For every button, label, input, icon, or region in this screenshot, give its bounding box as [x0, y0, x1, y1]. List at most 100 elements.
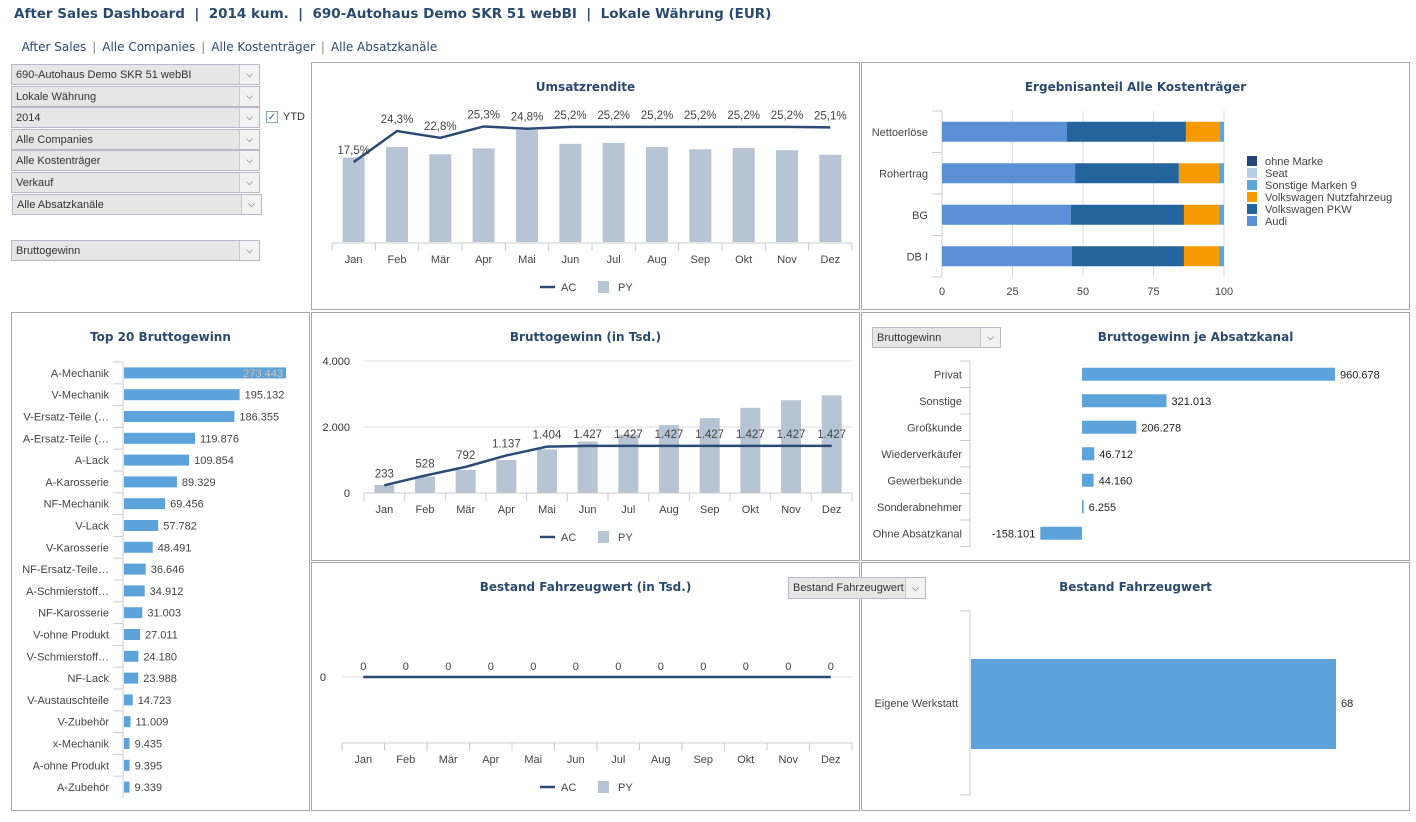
stacked-segment: [1075, 163, 1179, 184]
bar: [1040, 526, 1082, 540]
data-label: 1.427: [736, 429, 765, 441]
data-label: 1.427: [573, 429, 602, 441]
bar: [124, 520, 159, 531]
y-tick-label: V-Mechanik: [52, 390, 110, 402]
x-tick-label: Feb: [396, 754, 415, 766]
chevron-down-icon[interactable]: ⌵: [905, 578, 925, 598]
bar: [124, 476, 177, 488]
data-label: 25,3%: [467, 109, 500, 121]
py-bar: [496, 460, 517, 493]
cost-units-select[interactable]: Alle Kostenträger ⌵: [11, 150, 260, 171]
chevron-down-icon[interactable]: ⌵: [980, 328, 1000, 347]
data-label: 14.723: [138, 695, 172, 707]
x-tick-label: Apr: [482, 754, 499, 766]
area-select[interactable]: Verkauf ⌵: [11, 172, 260, 193]
channels-select[interactable]: Alle Absatzkanäle ⌵: [12, 194, 262, 215]
x-tick-label: Dez: [821, 754, 841, 766]
bestand-measure-select[interactable]: Bestand Fahrzeugwert ⌵: [788, 577, 926, 599]
chevron-down-icon[interactable]: ⌵: [239, 173, 259, 192]
stacked-segment: [1220, 121, 1224, 142]
measure-select-value: Bruttogewinn: [16, 244, 81, 257]
bar: [1082, 473, 1094, 487]
legend-swatch: [1247, 180, 1257, 190]
legend-label: ohne Marke: [1265, 156, 1323, 168]
data-label: 25,2%: [641, 110, 674, 122]
data-label: 273.443: [243, 368, 283, 380]
legend-swatch: [1247, 156, 1257, 166]
chevron-down-icon[interactable]: ⌵: [239, 65, 259, 84]
companies-select-value: Alle Companies: [16, 133, 94, 146]
x-tick-label: Okt: [742, 504, 759, 516]
channels-select-value: Alle Absatzkanäle: [17, 198, 104, 211]
x-tick-label: Aug: [651, 754, 671, 766]
data-label: 44.160: [1099, 475, 1133, 487]
data-label: 233: [375, 468, 394, 480]
y-tick-label: V-Karosserie: [46, 542, 109, 554]
x-tick-label: Mai: [538, 504, 556, 516]
bestand-chart: Eigene Werkstatt 68: [874, 610, 1353, 796]
companies-select[interactable]: Alle Companies ⌵: [11, 129, 260, 150]
data-label: 68: [1341, 698, 1353, 710]
y-tick-label: A-Schmierstoff…: [26, 586, 109, 598]
x-tick-label: Mai: [524, 754, 542, 766]
x-tick-label: Dez: [821, 254, 841, 266]
y-tick-label: Wiederverkäufer: [881, 449, 962, 461]
y-tick-label: 0: [344, 488, 350, 500]
bar: [124, 607, 143, 619]
breadcrumb-after-sales[interactable]: After Sales: [21, 40, 87, 54]
x-tick-label: Jun: [567, 754, 585, 766]
absatzkanal-measure-select[interactable]: Bruttogewinn ⌵: [872, 327, 1001, 348]
currency-select[interactable]: Lokale Währung ⌵: [11, 86, 260, 107]
data-label: 25,2%: [771, 110, 804, 122]
year-select[interactable]: 2014 ⌵: [11, 107, 260, 128]
bar: [1082, 500, 1084, 514]
legend-py-label: PY: [618, 532, 633, 544]
measure-select[interactable]: Bruttogewinn ⌵: [11, 240, 260, 261]
data-label: 25,2%: [597, 110, 630, 122]
bestand-measure-value: Bestand Fahrzeugwert: [793, 582, 904, 594]
chevron-down-icon[interactable]: ⌵: [239, 87, 259, 106]
year-select-value: 2014: [16, 111, 41, 124]
x-tick-label: Jul: [611, 754, 625, 766]
breadcrumb-companies[interactable]: Alle Companies: [102, 40, 196, 54]
y-tick-label: A-Mechanik: [51, 368, 110, 380]
x-tick-label: Jul: [621, 504, 635, 516]
data-label: 528: [415, 459, 434, 471]
y-tick-label: NF-Ersatz-Teile…: [22, 564, 109, 576]
x-tick-label: Dez: [822, 504, 842, 516]
chevron-down-icon[interactable]: ⌵: [239, 130, 259, 149]
data-label: 69.456: [170, 499, 204, 511]
legend-py-swatch: [598, 281, 609, 293]
y-tick-label: V-Schmierstoff…: [27, 651, 109, 663]
y-tick-label: 4.000: [322, 356, 350, 368]
py-bar: [516, 130, 538, 242]
bar: [124, 781, 130, 793]
bar: [124, 454, 190, 466]
y-tick-label: Rohertrag: [879, 168, 928, 180]
y-tick-label: NF-Lack: [67, 673, 109, 685]
py-bar: [429, 154, 452, 242]
chevron-down-icon[interactable]: ⌵: [239, 108, 259, 127]
chevron-down-icon[interactable]: ⌵: [239, 151, 259, 170]
company-select[interactable]: 690-Autohaus Demo SKR 51 webBI ⌵: [11, 64, 260, 85]
y-tick-label: A-Lack: [75, 455, 110, 467]
stacked-segment: [1218, 246, 1224, 267]
chevron-down-icon[interactable]: ⌵: [241, 195, 261, 214]
chevron-down-icon[interactable]: ⌵: [239, 241, 259, 260]
data-label: 48.491: [158, 542, 192, 554]
data-label: 22,8%: [424, 121, 457, 133]
y-tick-label: V-Zubehör: [58, 717, 110, 729]
stacked-segment: [1183, 204, 1219, 225]
breadcrumb-channels[interactable]: Alle Absatzkanäle: [330, 40, 438, 54]
ytd-checkbox[interactable]: ✓: [266, 111, 278, 123]
x-tick-label: Jun: [579, 504, 597, 516]
data-label: 960.678: [1340, 369, 1380, 381]
y-tick-label: NF-Karosserie: [38, 608, 109, 620]
breadcrumb-cost-units[interactable]: Alle Kostenträger: [211, 40, 315, 54]
data-label: 23.988: [143, 673, 177, 685]
ac-line: [384, 444, 832, 487]
x-tick-label: Mär: [439, 754, 458, 766]
absatzkanal-chart: Privat 960.678 Sonstige 321.013 Großkunde 206…: [873, 360, 1380, 547]
y-tick-label: BG: [912, 210, 928, 222]
chart-title: Ergebnisanteil Alle Kostenträger: [1024, 80, 1247, 94]
